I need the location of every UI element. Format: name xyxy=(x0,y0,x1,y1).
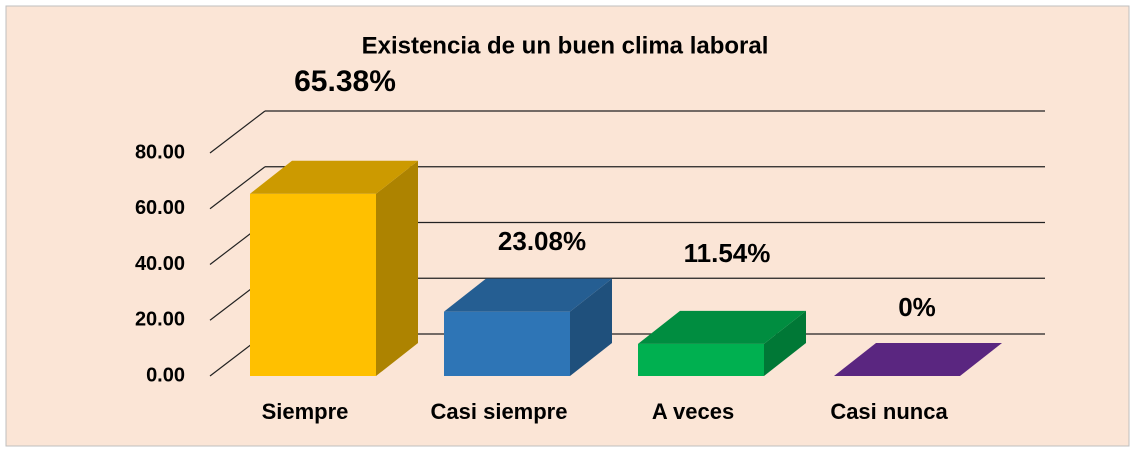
bar-side xyxy=(764,310,806,376)
bar-top xyxy=(834,343,1002,376)
bar xyxy=(444,311,570,376)
bar-top xyxy=(638,310,806,344)
data-label: 65.38% xyxy=(294,65,396,98)
bar-top xyxy=(250,160,418,194)
y-tick-label: 80.00 xyxy=(135,141,185,163)
data-label: 23.08% xyxy=(498,226,586,256)
bar xyxy=(638,343,764,376)
chart-title: Existencia de un buen clima laboral xyxy=(362,32,769,59)
x-tick-label: Casi nunca xyxy=(830,399,948,424)
data-label: 11.54% xyxy=(684,238,771,268)
y-tick-label: 60.00 xyxy=(135,197,185,219)
y-tick-label: 40.00 xyxy=(135,253,185,275)
x-tick-label: A veces xyxy=(652,399,734,424)
bar-top xyxy=(444,278,612,312)
bar xyxy=(250,193,376,376)
y-tick-label: 20.00 xyxy=(135,309,185,331)
grid-line xyxy=(209,166,266,210)
y-tick-label: 0.00 xyxy=(146,364,185,386)
x-tick-label: Casi siempre xyxy=(431,399,568,424)
bar-side xyxy=(570,278,612,376)
bar-side xyxy=(376,160,418,376)
data-label: 0% xyxy=(898,292,936,322)
grid-line xyxy=(209,110,266,154)
x-tick-label: Siempre xyxy=(262,399,349,424)
